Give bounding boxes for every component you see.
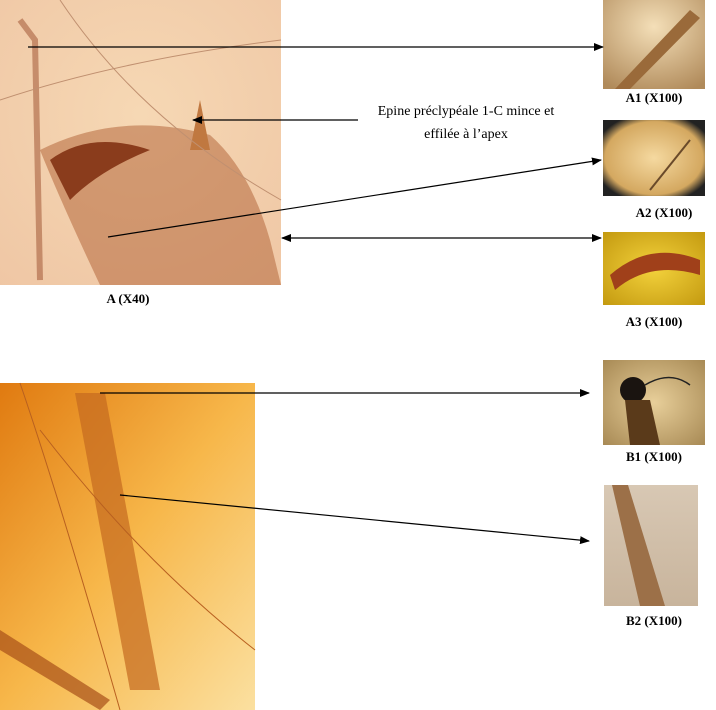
annotation: Epine préclypéale 1-C mince et: [378, 104, 555, 119]
panel-label: B1 (X100): [626, 449, 682, 464]
panel-label: B2 (X100): [626, 613, 682, 628]
photo-a1: [603, 0, 705, 89]
photo-b: [0, 382, 256, 710]
photo-a3: [603, 232, 705, 305]
photo-b2: [604, 485, 698, 606]
arrow: [107, 157, 602, 238]
panel-label: A (X40): [107, 291, 150, 306]
photo-b1: [603, 360, 705, 445]
photo-a2: [603, 120, 705, 196]
panel-label: A2 (X100): [636, 205, 693, 220]
annotation: effilée à l’apex: [424, 127, 508, 142]
panel-label: A3 (X100): [626, 314, 683, 329]
panel-label: A1 (X100): [626, 90, 683, 105]
photo-a: [0, 0, 282, 285]
arrow: [119, 494, 590, 545]
